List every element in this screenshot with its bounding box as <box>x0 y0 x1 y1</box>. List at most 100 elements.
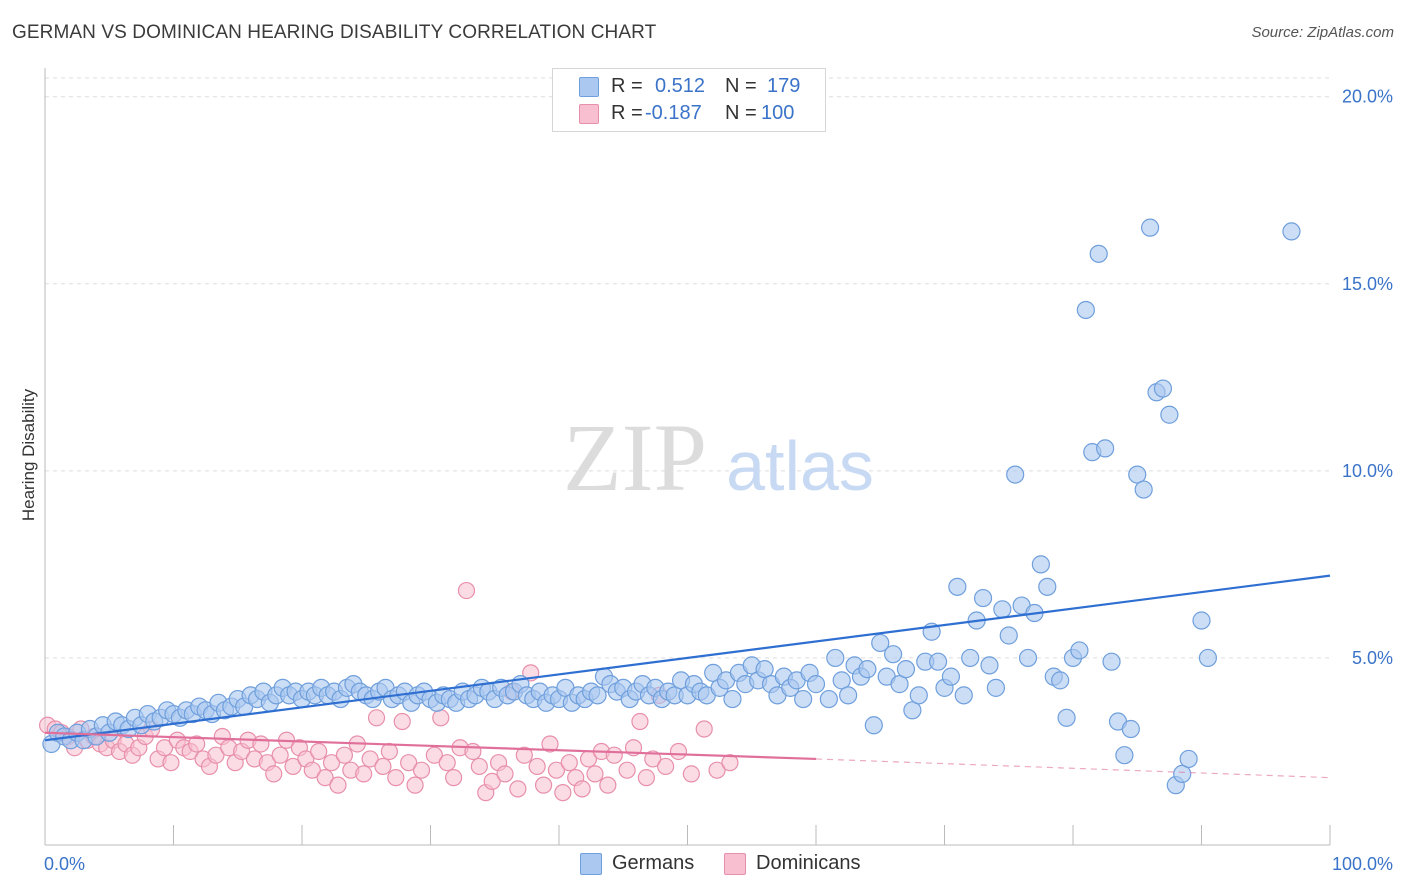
german-point <box>973 588 993 608</box>
bottom-legend-swatch-dominicans <box>724 853 746 875</box>
german-point <box>896 660 916 679</box>
dominican-point <box>464 742 482 761</box>
german-point <box>1179 749 1198 769</box>
german-point <box>903 701 922 720</box>
dominicans-trend-extension <box>815 758 1331 779</box>
trend-lines <box>44 574 1331 779</box>
watermark: ZIP atlas <box>563 404 874 511</box>
german-point <box>1076 300 1095 320</box>
dominican-point <box>380 742 398 761</box>
german-point <box>954 686 973 705</box>
dominican-point <box>374 757 392 776</box>
german-point <box>1070 641 1089 660</box>
german-point <box>858 660 877 679</box>
legend-n-label: N = <box>725 102 757 124</box>
dominican-point <box>637 769 655 787</box>
german-point <box>1006 465 1025 484</box>
dominican-point <box>457 581 476 600</box>
dominican-point <box>303 761 321 779</box>
german-point <box>1192 611 1211 630</box>
dominican-point <box>329 776 347 794</box>
german-point <box>1128 465 1147 484</box>
dominican-point <box>669 742 688 761</box>
german-point <box>948 577 967 596</box>
german-point <box>941 667 961 686</box>
source-label: Source: ZipAtlas.com <box>1251 24 1394 41</box>
german-point <box>1018 648 1038 668</box>
bottom-legend-swatch-germans <box>580 853 602 875</box>
dominican-point <box>155 739 174 757</box>
dominican-point <box>162 754 180 772</box>
german-point <box>1102 652 1121 671</box>
bottom-legend-label-dominicans: Dominicans <box>756 852 861 874</box>
chart-title: GERMAN VS DOMINICAN HEARING DISABILITY C… <box>12 22 657 43</box>
legend-r-value: 0.512 <box>655 75 706 97</box>
y-axis-label: Hearing Disability <box>19 388 38 521</box>
german-point <box>755 660 774 679</box>
y-tick-labels: 5.0% 10.0% 15.0% 20.0% <box>1342 87 1393 668</box>
german-point <box>723 689 742 709</box>
germans-trend-line <box>44 574 1331 742</box>
german-point <box>1173 764 1192 784</box>
german-point <box>1089 244 1108 263</box>
dominican-point <box>393 712 411 731</box>
dominican-point <box>560 754 578 772</box>
axes <box>44 68 1331 846</box>
legend-n-label: N = <box>725 75 757 97</box>
german-point <box>961 648 980 668</box>
german-point <box>1140 218 1160 237</box>
german-point <box>999 626 1018 645</box>
y-tick-label: 15.0% <box>1342 274 1393 294</box>
dominican-point <box>188 735 206 753</box>
dominican-point <box>599 776 617 794</box>
dominican-point <box>470 757 488 776</box>
dominican-point <box>631 712 649 731</box>
dominican-point <box>284 757 302 776</box>
dominican-point <box>387 769 405 787</box>
legend-n-value: 179 <box>767 75 801 97</box>
german-point <box>883 645 903 664</box>
dominican-point <box>310 742 328 761</box>
german-point <box>819 689 838 709</box>
german-point <box>1115 746 1134 765</box>
german-point <box>1153 379 1173 398</box>
german-point <box>1160 405 1179 424</box>
german-point <box>1198 648 1218 668</box>
dominican-point <box>644 750 662 768</box>
german-point <box>1096 439 1115 458</box>
grid-lines <box>45 77 1330 659</box>
dominican-point <box>618 761 636 779</box>
dominican-point <box>586 765 604 783</box>
dominican-point <box>361 750 379 768</box>
dominican-point <box>547 761 566 779</box>
german-point <box>588 686 607 705</box>
german-point <box>839 686 858 705</box>
dominican-point <box>425 746 443 764</box>
bottom-legend-label-germans: Germans <box>612 852 695 874</box>
legend-r-value: -0.187 <box>645 102 702 124</box>
german-point <box>980 656 999 675</box>
dominican-point <box>207 746 225 764</box>
dominican-point <box>509 780 527 798</box>
dominican-point <box>438 754 456 772</box>
german-point <box>1121 719 1140 739</box>
legend-swatch-germans <box>579 77 599 97</box>
german-point <box>806 675 826 694</box>
dominican-point <box>335 746 354 764</box>
y-tick-label: 10.0% <box>1342 461 1393 481</box>
dominican-point <box>265 765 283 783</box>
dominican-point <box>605 746 623 764</box>
legend-r-label: R = <box>611 102 643 124</box>
dominican-point <box>515 746 533 764</box>
y-tick-label: 20.0% <box>1342 87 1393 107</box>
dominican-point <box>252 735 270 753</box>
dominican-point <box>554 784 572 802</box>
dominican-point <box>367 709 386 727</box>
legend: R = 0.512 N = 179 R = -0.187 N = 100 <box>552 68 826 132</box>
german-point <box>864 716 883 735</box>
legend-r-label: R = <box>611 75 643 97</box>
dominican-point <box>400 754 418 772</box>
dominican-point <box>483 772 501 790</box>
german-point <box>1038 577 1057 596</box>
